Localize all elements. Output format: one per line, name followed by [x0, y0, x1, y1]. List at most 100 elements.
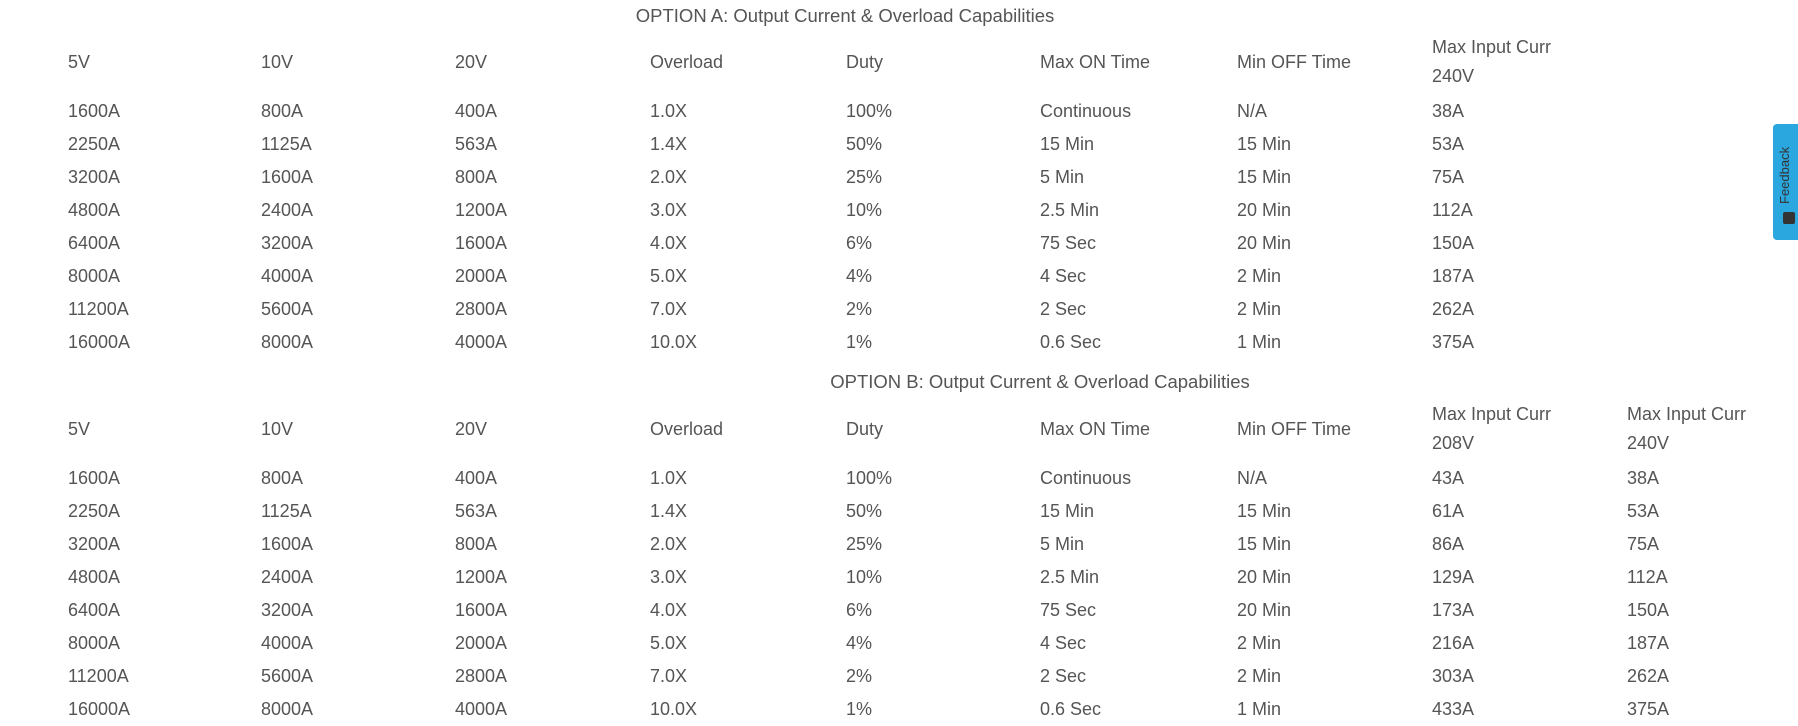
column-header: Max Input Curr 240V: [1627, 400, 1746, 458]
table-cell: 6400A: [68, 233, 121, 253]
feedback-button[interactable]: Feedback: [1773, 124, 1798, 240]
table-cell: 75A: [1627, 534, 1660, 554]
table-cell: 1600A: [68, 101, 121, 121]
column-header-line: Min OFF Time: [1237, 52, 1352, 72]
table-cell: 800A: [261, 101, 304, 121]
column-header-line: Max Input Curr: [1432, 37, 1552, 57]
table-cell: 8000A: [261, 699, 314, 719]
table-cell: 0.6 Sec: [1040, 699, 1102, 719]
table-cell: 1600A: [261, 167, 314, 187]
table-cell: 15 Min: [1237, 167, 1292, 187]
column-header: Duty: [846, 29, 883, 95]
table-cell: 100%: [846, 468, 893, 488]
table-cell: 43A: [1432, 468, 1465, 488]
table-cell: 2.0X: [650, 167, 688, 187]
table-cell: 216A: [1432, 633, 1475, 653]
table-cell: 563A: [455, 134, 498, 154]
column-header: 20V: [455, 29, 487, 95]
table-cell: 800A: [455, 167, 498, 187]
column-header: Max Input Curr 240V: [1432, 33, 1551, 91]
table-cell: 2000A: [455, 266, 508, 286]
column-header-line: Overload: [650, 52, 724, 72]
table-cell: 100%: [846, 101, 893, 121]
column-header: Max Input Curr 208V: [1432, 400, 1551, 458]
table-cell: 3200A: [261, 233, 314, 253]
table-cell: 1125A: [261, 501, 312, 521]
table-cell: 4%: [846, 266, 873, 286]
table-cell: 50%: [846, 134, 883, 154]
option-b-title: OPTION B: Output Current & Overload Capa…: [830, 371, 1250, 392]
column-header: Overload: [650, 396, 723, 462]
table-cell: 1.4X: [650, 134, 688, 154]
column-header: Overload: [650, 29, 723, 95]
column-header-line: 5V: [68, 419, 91, 439]
table-cell: 1600A: [261, 534, 314, 554]
table-cell: 3.0X: [650, 200, 688, 220]
table-cell: 5600A: [261, 299, 314, 319]
table-cell: 10.0X: [650, 699, 698, 719]
table-cell: 2 Min: [1237, 266, 1282, 286]
column-header: Max ON Time: [1040, 396, 1150, 462]
column-header-line: Duty: [846, 52, 884, 72]
table-cell: 303A: [1432, 666, 1475, 686]
column-header-line: 20V: [455, 52, 488, 72]
table-cell: 150A: [1432, 233, 1475, 253]
table-cell: 1600A: [68, 468, 121, 488]
table-cell: 173A: [1432, 600, 1475, 620]
table-cell: 433A: [1432, 699, 1475, 719]
table-cell: 61A: [1432, 501, 1465, 521]
table-cell: 8000A: [68, 633, 121, 653]
table-cell: 2%: [846, 299, 873, 319]
column-header: Max ON Time: [1040, 29, 1150, 95]
table-cell: 53A: [1627, 501, 1660, 521]
table-cell: 262A: [1432, 299, 1475, 319]
table-cell: 3.0X: [650, 567, 688, 587]
column-header-line: Min OFF Time: [1237, 419, 1352, 439]
table-cell: 112A: [1627, 567, 1668, 587]
table-cell: 2800A: [455, 666, 508, 686]
table-cell: 5600A: [261, 666, 314, 686]
table-cell: 2%: [846, 666, 873, 686]
table-cell: 2.5 Min: [1040, 567, 1100, 587]
table-cell: 800A: [455, 534, 498, 554]
table-cell: 1.0X: [650, 101, 688, 121]
table-cell: Continuous: [1040, 101, 1132, 121]
table-cell: 6400A: [68, 600, 121, 620]
table-cell: 15 Min: [1040, 134, 1095, 154]
feedback-label: Feedback: [1777, 146, 1792, 204]
table-cell: 4000A: [261, 633, 314, 653]
table-cell: 1125A: [261, 134, 312, 154]
table-cell: 4.0X: [650, 600, 688, 620]
table-cell: 6%: [846, 600, 873, 620]
table-cell: 4800A: [68, 567, 121, 587]
table-cell: 5 Min: [1040, 534, 1085, 554]
table-cell: 10%: [846, 567, 883, 587]
column-header: Min OFF Time: [1237, 396, 1351, 462]
table-cell: 38A: [1627, 468, 1660, 488]
table-cell: 187A: [1627, 633, 1670, 653]
table-cell: 1%: [846, 699, 873, 719]
table-cell: 1200A: [455, 567, 508, 587]
column-header: 20V: [455, 396, 487, 462]
column-header-line: Max ON Time: [1040, 52, 1151, 72]
table-cell: 4 Sec: [1040, 266, 1087, 286]
column-header-line: 208V: [1432, 433, 1475, 453]
column-header-line: 240V: [1627, 433, 1670, 453]
table-cell: 0.6 Sec: [1040, 332, 1102, 352]
column-header: 5V: [68, 29, 90, 95]
table-cell: 150A: [1627, 600, 1670, 620]
table-cell: 1200A: [455, 200, 508, 220]
table-cell: 262A: [1627, 666, 1670, 686]
column-header-line: Duty: [846, 419, 884, 439]
table-cell: 5 Min: [1040, 167, 1085, 187]
table-cell: N/A: [1237, 468, 1268, 488]
column-header-line: 10V: [261, 52, 294, 72]
table-cell: 800A: [261, 468, 304, 488]
table-cell: 5.0X: [650, 633, 688, 653]
table-cell: 75A: [1432, 167, 1465, 187]
table-cell: 4800A: [68, 200, 121, 220]
table-cell: 4000A: [261, 266, 314, 286]
table-cell: 4000A: [455, 332, 508, 352]
table-cell: 25%: [846, 534, 883, 554]
table-cell: 20 Min: [1237, 600, 1292, 620]
